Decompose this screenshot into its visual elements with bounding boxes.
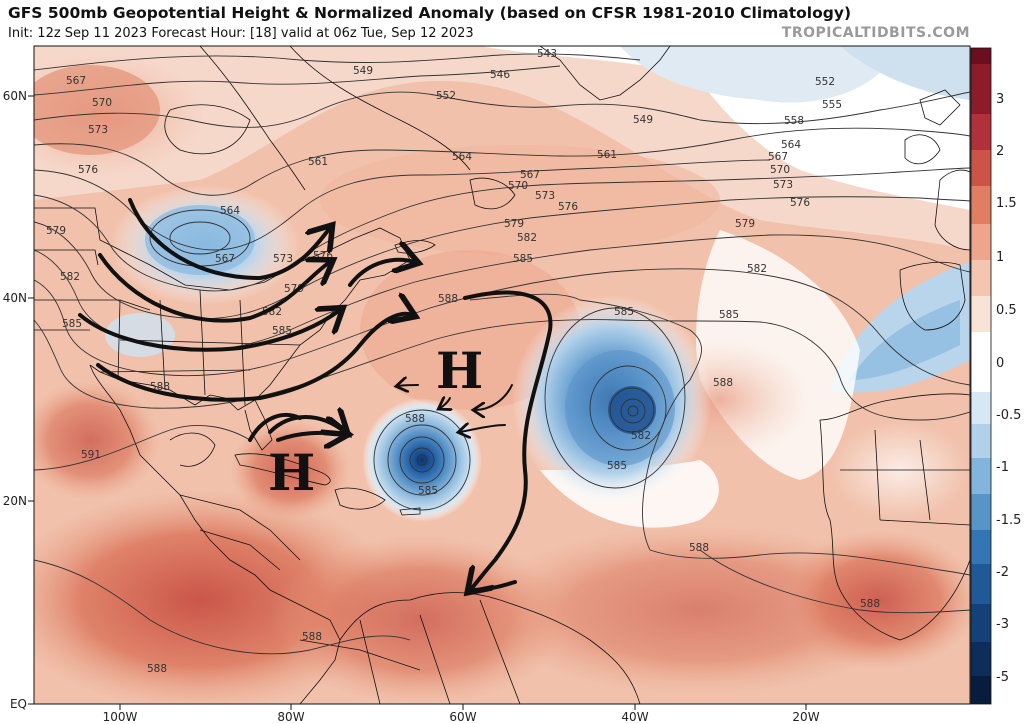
contour-label: 561 <box>597 149 617 161</box>
contour-label: 570 <box>770 164 790 176</box>
contour-label: 567 <box>768 151 788 163</box>
colorbar-tick: -2 <box>996 565 1009 580</box>
contour-label: 576 <box>78 164 98 176</box>
lon-label-60w: 60W <box>449 710 476 724</box>
contour-label: 588 <box>713 377 733 389</box>
contour-label: 576 <box>558 201 578 213</box>
colorbar-tick: 2 <box>996 144 1004 159</box>
contour-label: 564 <box>452 151 472 163</box>
small-arrows <box>398 385 513 432</box>
colorbar-tick: 3 <box>996 92 1004 107</box>
contour-label: 567 <box>66 75 86 87</box>
contour-label: 582 <box>517 232 537 244</box>
lat-label-eq: EQ <box>10 697 27 711</box>
longitude-axis: 100W 80W 60W 40W 20W <box>103 704 820 724</box>
contour-label: 552 <box>436 90 456 102</box>
contour-label: 573 <box>535 190 555 202</box>
site-brand[interactable]: TROPICALTIDBITS.COM <box>781 25 970 41</box>
contour-label: 588 <box>147 663 167 675</box>
map-subtitle: Init: 12z Sep 11 2023 Forecast Hour: [18… <box>8 26 474 41</box>
contour-label: 570 <box>508 180 528 192</box>
contour-label: 585 <box>614 306 634 318</box>
contour-label: 585 <box>513 253 533 265</box>
high-pressure-gulf-label: H <box>268 443 315 502</box>
steering-arrows <box>78 198 553 590</box>
contour-label: 585 <box>418 485 438 497</box>
contour-label: 579 <box>504 218 524 230</box>
contour-label: 552 <box>815 76 835 88</box>
colorbar-tick: 0.5 <box>996 303 1017 318</box>
contour-label: 582 <box>747 263 767 275</box>
contour-label: 564 <box>220 205 240 217</box>
contour-label: 582 <box>631 430 651 442</box>
contour-label: 567 <box>520 169 540 181</box>
height-contours <box>34 53 970 655</box>
lat-label-40n: 40N <box>3 291 27 305</box>
contour-label: 543 <box>537 48 557 60</box>
contour-label: 570 <box>92 97 112 109</box>
contour-label: 546 <box>490 69 510 81</box>
contour-label: 573 <box>273 253 293 265</box>
contour-label: 549 <box>633 114 653 126</box>
colorbar: 3 2 1.5 1 0.5 0 -0.5 -1 -1.5 -2 -3 -5 <box>970 47 1021 705</box>
colorbar-tick: -0.5 <box>996 408 1021 423</box>
contour-label: 567 <box>215 253 235 265</box>
high-pressure-center-label: H <box>436 341 483 400</box>
lat-label-60n: 60N <box>3 89 27 103</box>
colorbar-tick: 1 <box>996 250 1004 265</box>
contour-label: 555 <box>822 99 842 111</box>
contour-label: 591 <box>81 449 101 461</box>
contour-label: 549 <box>353 65 373 77</box>
latitude-axis: 60N 40N 20N EQ <box>3 89 34 711</box>
contour-label: 558 <box>784 115 804 127</box>
lon-label-100w: 100W <box>103 710 138 724</box>
contour-label: 585 <box>62 318 82 330</box>
contour-label: 564 <box>781 139 801 151</box>
colorbar-tick: -1 <box>996 460 1009 475</box>
contour-label: 561 <box>308 156 328 168</box>
contour-label: 573 <box>88 124 108 136</box>
contour-label: 588 <box>860 598 880 610</box>
lat-label-20n: 20N <box>3 494 27 508</box>
colorbar-tick: -3 <box>996 617 1009 632</box>
contour-label: 579 <box>735 218 755 230</box>
contour-label: 585 <box>607 460 627 472</box>
colorbar-tick: 0 <box>996 356 1004 371</box>
colorbar-tick: -1.5 <box>996 513 1021 528</box>
colorbar-tick: 1.5 <box>996 196 1017 211</box>
contour-label: 579 <box>46 225 66 237</box>
contour-label: 588 <box>302 631 322 643</box>
anomaly-shading <box>34 46 970 704</box>
lon-label-40w: 40W <box>621 710 648 724</box>
map-title: GFS 500mb Geopotential Height & Normaliz… <box>8 4 852 22</box>
contour-label: 576 <box>790 197 810 209</box>
contour-label: 588 <box>438 293 458 305</box>
lon-label-80w: 80W <box>277 710 304 724</box>
contour-label: 588 <box>689 542 709 554</box>
lon-label-20w: 20W <box>792 710 819 724</box>
colorbar-tick: -5 <box>996 670 1009 685</box>
map-frame <box>33 45 971 705</box>
contour-label: 588 <box>405 413 425 425</box>
contour-label: 585 <box>272 325 292 337</box>
contour-label: 573 <box>773 179 793 191</box>
contour-label: 582 <box>60 271 80 283</box>
contour-label: 585 <box>719 309 739 321</box>
